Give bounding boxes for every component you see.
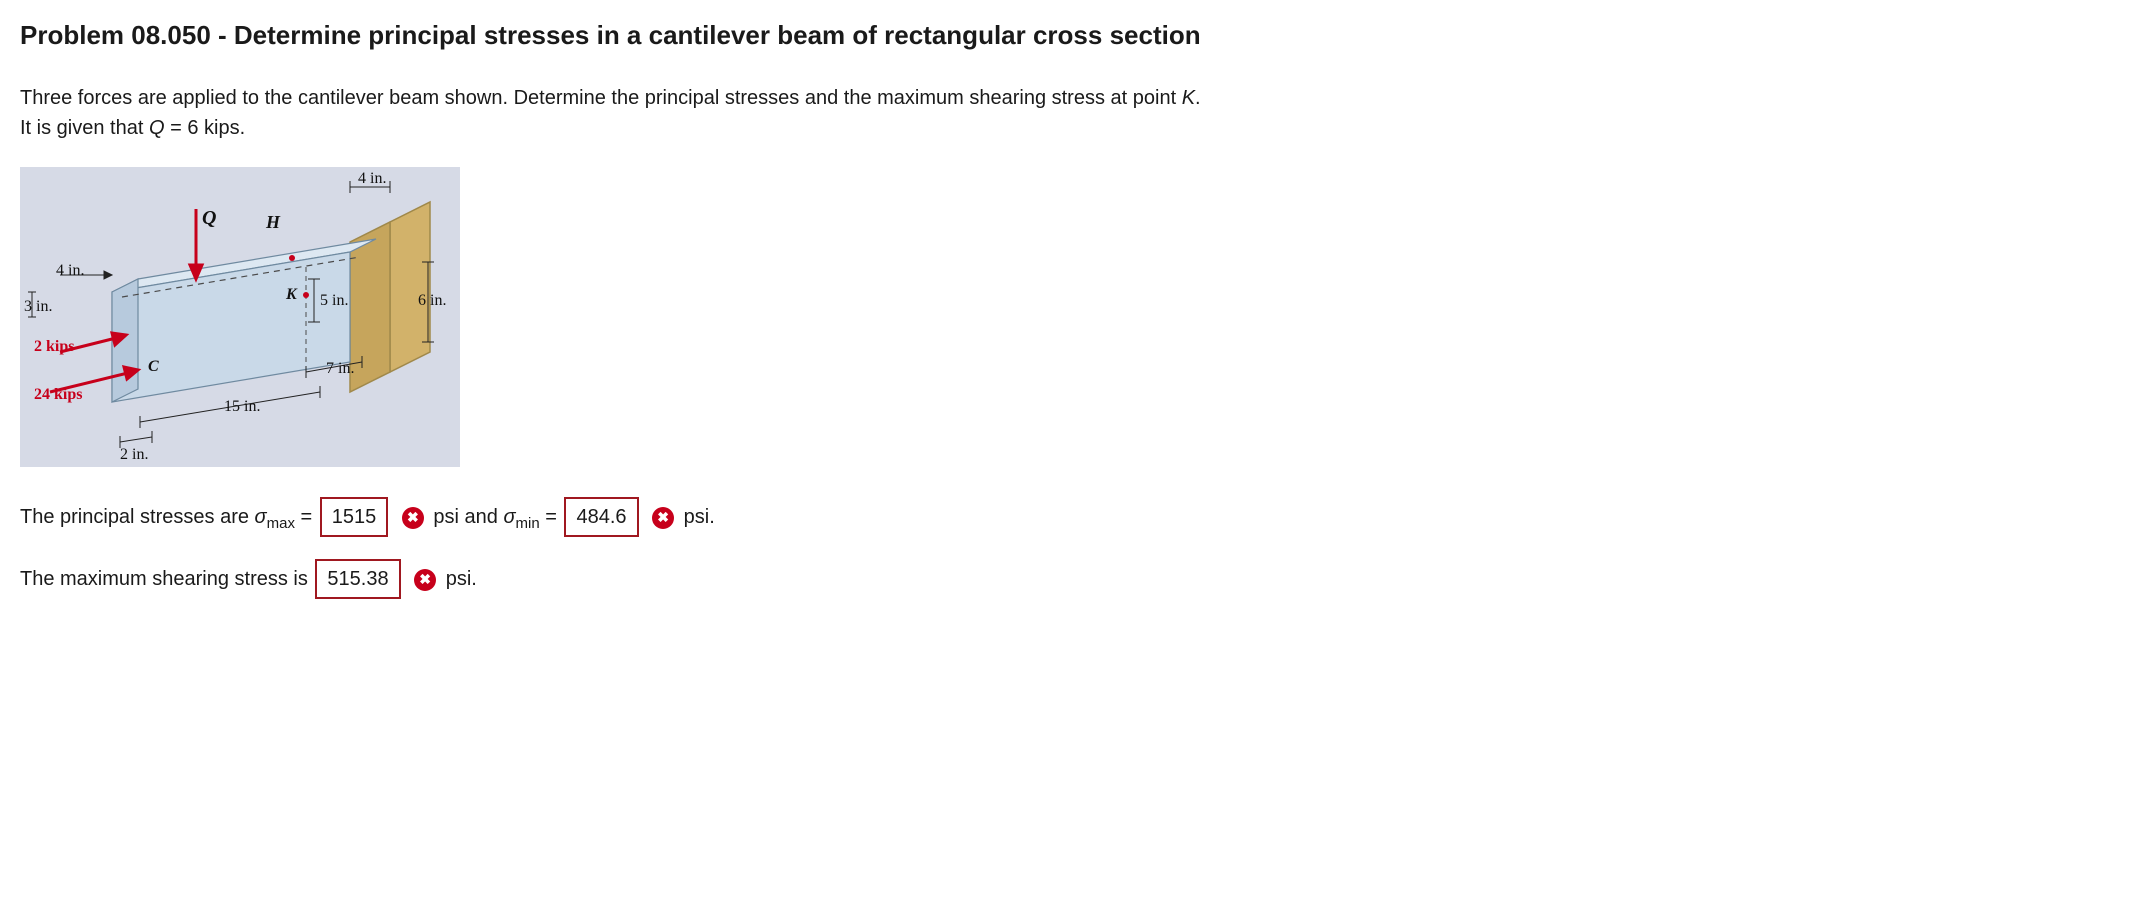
stmt-part-2b: = 6 kips. [165, 117, 246, 139]
diagram-svg [20, 167, 460, 467]
principal-stress-answer: The principal stresses are σmax = 1515 ✖… [20, 497, 2125, 537]
unit-b: psi. [684, 506, 715, 528]
dim-15in: 15 in. [224, 395, 260, 419]
load-q-label: Q [202, 203, 216, 233]
dim-top-4in: 4 in. [358, 167, 386, 191]
sigma-sym-1: σ [255, 506, 267, 528]
sub-min: min [516, 515, 540, 532]
wrong-icon: ✖ [402, 507, 424, 529]
sigma-min-input[interactable]: 484.6 [564, 497, 638, 537]
unit-c: psi. [446, 568, 477, 590]
point-k-marker [303, 292, 309, 298]
problem-statement: Three forces are applied to the cantilev… [20, 83, 2125, 143]
dim-6in: 6 in. [418, 289, 446, 313]
stmt-part-1b: . [1195, 87, 1201, 109]
stmt-part-1: Three forces are applied to the cantilev… [20, 87, 1182, 109]
load-2kips: 2 kips [34, 335, 74, 359]
dim-5in: 5 in. [320, 289, 348, 313]
ans-text-2: The maximum shearing stress is [20, 568, 313, 590]
point-c-label: C [148, 355, 159, 379]
unit-a: psi and [433, 506, 503, 528]
sub-max: max [267, 515, 295, 532]
sigma-max-input[interactable]: 1515 [320, 497, 389, 537]
dim-7in: 7 in. [326, 357, 354, 381]
tau-max-input[interactable]: 515.38 [315, 559, 400, 599]
given-q: Q [149, 117, 165, 139]
ans-text-1: The principal stresses are [20, 506, 255, 528]
beam-diagram: 4 in. Q H 4 in. 3 in. K 5 in. 6 in. 2 ki… [20, 167, 460, 467]
eq-1: = [295, 506, 318, 528]
point-h-marker [289, 255, 295, 261]
load-24kips: 24 kips [34, 383, 82, 407]
point-h-label: H [266, 209, 280, 236]
sigma-sym-2: σ [503, 506, 515, 528]
eq-2: = [540, 506, 563, 528]
stmt-part-2a: It is given that [20, 117, 149, 139]
dim-left-3in: 3 in. [24, 295, 52, 319]
problem-title: Problem 08.050 - Determine principal str… [20, 16, 2125, 55]
max-shear-answer: The maximum shearing stress is 515.38 ✖ … [20, 559, 2125, 599]
dim-2in: 2 in. [120, 443, 148, 467]
wrong-icon: ✖ [652, 507, 674, 529]
dim-left-4in: 4 in. [56, 259, 84, 283]
wrong-icon: ✖ [414, 569, 436, 591]
point-k-label: K [286, 283, 297, 307]
point-k: K [1182, 87, 1195, 109]
